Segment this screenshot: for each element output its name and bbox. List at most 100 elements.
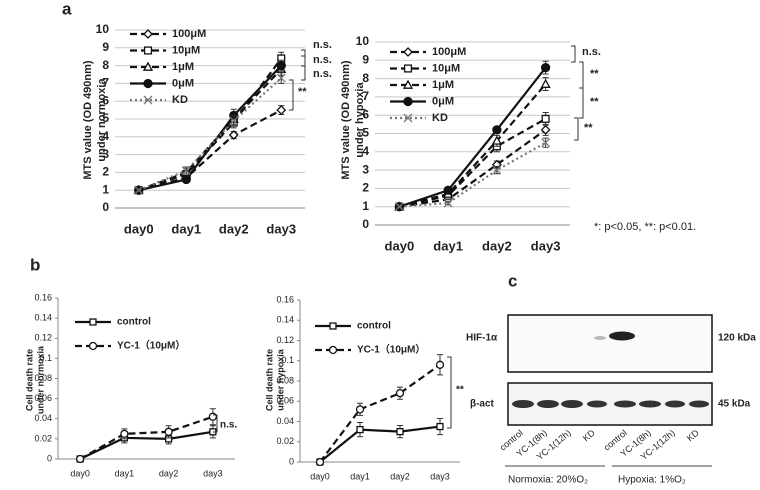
y-axis-title: MTS value (OD 490nm) — [82, 60, 94, 180]
legend-symbol — [329, 322, 337, 330]
x-tick-label: day2 — [159, 468, 179, 478]
bracket — [579, 87, 584, 119]
marker — [181, 166, 191, 176]
x-tick-label: day3 — [430, 471, 450, 481]
y-tick-label: 0.04 — [276, 416, 294, 426]
legend-symbol — [328, 345, 338, 355]
y-axis-title: under normoxia — [35, 345, 45, 414]
marker — [492, 165, 502, 175]
bracket — [574, 117, 579, 141]
blot-row-label: β-act — [470, 399, 495, 410]
series-line — [399, 128, 547, 208]
y-tick-label: 0.02 — [34, 433, 52, 443]
x-tick-label: day1 — [433, 238, 463, 253]
marker — [229, 116, 239, 126]
series-line — [138, 109, 282, 192]
legend-label: YC-1（10μM） — [117, 339, 185, 352]
legend-label: 10μM — [432, 62, 460, 74]
x-tick-label: day2 — [219, 221, 249, 236]
legend-symbol — [142, 61, 154, 71]
marker — [540, 124, 551, 135]
series-line — [138, 64, 283, 192]
y-tick-label: 6 — [362, 107, 369, 121]
marker — [396, 427, 404, 436]
y-tick-label: 1 — [102, 182, 109, 196]
x-tick-label: day2 — [390, 471, 410, 481]
marker — [75, 454, 85, 464]
chart: 0 1 2 3 4 5 6 7 8 9 10 day0 day1 day2 day3 MTS value (O… — [82, 22, 332, 236]
bracket — [301, 65, 306, 81]
y-tick-label: 2 — [362, 181, 369, 195]
x-tick-label: day1 — [115, 468, 135, 478]
legend-label: 0μM — [432, 95, 454, 107]
y-tick-label: 0.04 — [34, 413, 52, 423]
legend-label: 1μM — [432, 79, 454, 91]
legend-label: KD — [432, 112, 448, 124]
marker — [181, 174, 191, 185]
chart: 0 0.02 0.04 0.06 0.08 0.1 0.12 0.14 0.16 day0 day1… — [24, 292, 237, 478]
series-line — [138, 77, 282, 192]
y-tick-label: 3 — [102, 147, 109, 161]
series-line — [319, 425, 441, 463]
bracket — [289, 79, 294, 111]
marker — [134, 185, 144, 195]
series-line — [399, 83, 547, 208]
significance-label: ** — [590, 96, 599, 108]
chart: 0 0.02 0.04 0.06 0.08 0.1 0.12 0.14 0.16 day0 day1… — [264, 294, 464, 481]
x-tick-label: day0 — [310, 471, 330, 481]
y-tick-label: 0 — [47, 453, 52, 463]
legend-symbol — [403, 64, 413, 73]
marker — [164, 427, 173, 436]
band-row — [512, 400, 709, 408]
y-tick-label: 4 — [102, 129, 109, 143]
y-tick-label: 7 — [362, 89, 369, 103]
legend-symbol — [403, 113, 413, 123]
legend-symbol — [143, 78, 153, 89]
marker — [208, 412, 218, 421]
legend-symbol — [403, 96, 413, 107]
blot-frame — [507, 314, 713, 373]
y-tick-label: 2 — [102, 165, 109, 179]
x-tick-label: day1 — [350, 471, 370, 481]
y-tick-label: 0.06 — [276, 396, 294, 406]
marker — [276, 60, 286, 71]
legend-symbol — [143, 46, 153, 55]
y-tick-label: 7 — [102, 76, 109, 90]
series-line — [399, 141, 547, 208]
significance-label: ** — [584, 122, 593, 134]
marker — [356, 425, 364, 434]
y-tick-label: 5 — [362, 126, 369, 140]
bracket — [571, 45, 576, 63]
legend-label: KD — [172, 94, 188, 106]
y-tick-label: 0.06 — [34, 393, 52, 403]
bracket — [213, 414, 218, 433]
significance-label: n.s. — [582, 46, 601, 58]
legend-label: 10μM — [172, 44, 200, 56]
legend-symbol — [403, 47, 413, 57]
legend-label: 0μM — [172, 77, 194, 89]
y-tick-label: 0 — [362, 217, 369, 231]
bracket — [579, 61, 584, 89]
y-tick-label: 0 — [289, 456, 294, 466]
y-axis-title: Cell death rate — [24, 349, 34, 411]
x-tick-label: day0 — [124, 221, 154, 236]
y-tick-label: 0.14 — [276, 315, 294, 325]
y-tick-label: 0.16 — [34, 292, 52, 302]
lane-label: KD — [685, 427, 701, 443]
x-tick-label: day0 — [385, 238, 415, 253]
significance-label: ** — [456, 385, 464, 396]
y-tick-label: 0.02 — [276, 436, 294, 446]
y-axis-title: under normoxia — [96, 78, 108, 162]
y-tick-label: 9 — [102, 40, 109, 54]
series-line — [138, 57, 283, 192]
legend-symbol — [143, 29, 153, 39]
marker — [540, 78, 551, 88]
y-tick-label: 9 — [362, 52, 369, 66]
panel-label: b — [30, 255, 40, 274]
y-tick-label: 6 — [102, 93, 109, 107]
marker — [394, 202, 404, 212]
y-tick-label: 0.08 — [276, 375, 294, 385]
x-tick-label: day2 — [482, 238, 512, 253]
marker — [443, 198, 453, 208]
